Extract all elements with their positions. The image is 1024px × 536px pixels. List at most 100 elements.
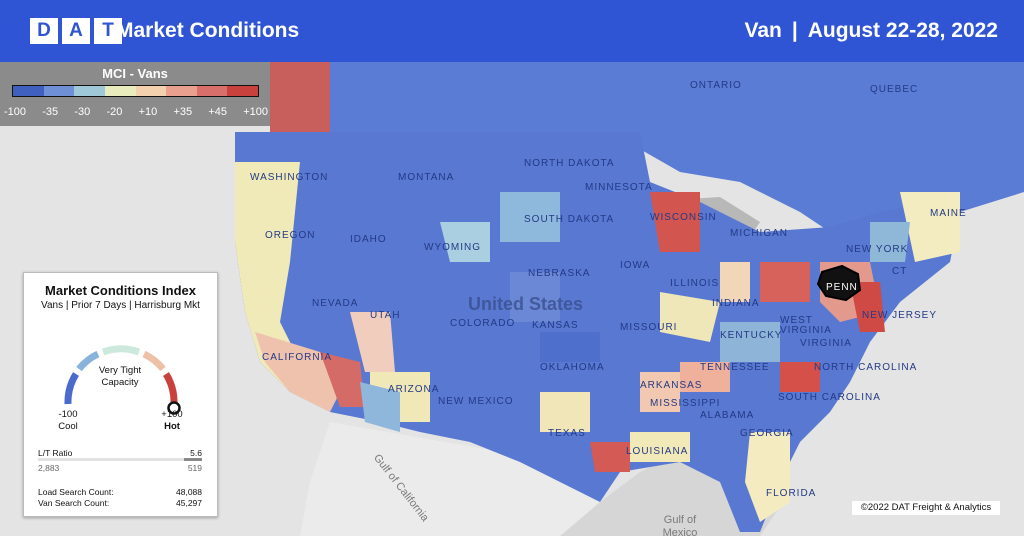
mci-gauge <box>64 345 181 415</box>
inland-empire-region <box>320 352 365 407</box>
phoenix-region <box>360 382 400 432</box>
gauge-max-label: Hot <box>164 421 180 432</box>
gauge-max-value: +100 <box>161 409 183 420</box>
legend-tick: +10 <box>138 106 158 118</box>
equipment-type: Van <box>744 19 782 42</box>
label-quebec: Quebec <box>870 84 919 95</box>
label-south-carolina: South Carolina <box>778 392 881 403</box>
van-search-row: Van Search Count: 45,297 <box>38 498 202 508</box>
legend-tick: -100 <box>4 106 27 118</box>
wyoming-east-region <box>440 222 490 262</box>
bc-hot-region <box>270 62 330 152</box>
legend-color-bar <box>12 85 259 97</box>
map-canvas[interactable] <box>0 62 1024 536</box>
gauge-status-line1: Very Tight <box>98 365 142 376</box>
virginia-west-region <box>720 322 780 362</box>
gauge-status-line2: Capacity <box>101 377 139 388</box>
legend-swatch <box>74 86 105 96</box>
label-west-virginia: West Virginia <box>780 315 832 336</box>
label-georgia: Georgia <box>740 428 794 439</box>
label-arizona: Arizona <box>388 384 440 395</box>
legend-swatch <box>104 86 136 96</box>
panel-title: Market Conditions Index <box>45 283 196 298</box>
lt-ratio-row: L/T Ratio 5.6 <box>38 448 202 458</box>
gauge-segment-neutral <box>101 345 141 356</box>
van-search-value: 45,297 <box>176 498 202 508</box>
legend-tick: -20 <box>106 106 123 118</box>
header-context: Van | August 22-28, 2022 <box>744 17 998 45</box>
label-idaho: Idaho <box>350 234 387 245</box>
gauge-segment-cold <box>76 350 100 372</box>
label-new-mexico: New Mexico <box>438 396 514 407</box>
label-indiana: Indiana <box>712 298 760 309</box>
legend-swatch <box>166 86 197 96</box>
gauge-needle-marker <box>167 401 181 415</box>
label-maine: Maine <box>930 208 967 219</box>
legend-swatch <box>13 86 44 96</box>
mexico-region <box>300 422 600 536</box>
label-south-dakota: South Dakota <box>524 214 615 225</box>
load-search-value: 48,088 <box>176 487 202 497</box>
label-virginia: Virginia <box>800 338 852 349</box>
legend-swatch <box>196 86 228 96</box>
gauge-status: Very Tight Capacity <box>80 365 160 389</box>
label-alabama: Alabama <box>700 410 755 421</box>
panel-subtitle: Vans | Prior 7 Days | Harrisburg Mkt <box>41 300 200 311</box>
label-wisconsin: Wisconsin <box>650 212 717 223</box>
west-coast-region <box>235 162 330 412</box>
label-colorado: Colorado <box>450 318 516 329</box>
copyright-notice: ©2022 DAT Freight & Analytics <box>852 501 1000 515</box>
label-michigan: Michigan <box>730 228 788 239</box>
label-united-states: United States <box>468 294 584 314</box>
label-north-dakota: North Dakota <box>524 158 615 169</box>
harrisburg-market-highlight[interactable] <box>816 264 862 302</box>
gauge-segment-warm <box>142 350 166 372</box>
label-penn: Penn <box>826 282 858 293</box>
oklahoma-region <box>540 332 600 362</box>
label-ct: CT <box>892 266 908 277</box>
legend-tick: -30 <box>74 106 91 118</box>
legend-tick: +100 <box>243 106 268 118</box>
market-conditions-panel: Market Conditions Index Vans | Prior 7 D… <box>23 272 218 517</box>
load-count: 2,883 <box>38 463 60 473</box>
new-york-east-region <box>870 222 910 262</box>
wisconsin-hot-region <box>650 192 700 252</box>
legend-tick: -35 <box>42 106 59 118</box>
lt-ratio-label: L/T Ratio <box>38 448 73 458</box>
legend-tick: +45 <box>208 106 227 118</box>
maine-region <box>900 192 960 262</box>
louisiana-region <box>630 432 690 462</box>
gauge-segment-hot <box>162 372 178 405</box>
arkansas-region <box>640 372 680 412</box>
california-south-region <box>255 332 340 412</box>
florida-region <box>745 432 790 522</box>
logo-letter-t: T <box>94 18 122 44</box>
tennessee-region <box>680 362 730 392</box>
gauge-min-label: Cool <box>58 421 78 432</box>
legend-ticks: -100 -35 -30 -20 +10 +35 +45 +100 <box>4 106 268 118</box>
label-oklahoma: Oklahoma <box>540 362 605 373</box>
label-california: California <box>262 352 333 363</box>
south-dakota-region <box>500 192 560 242</box>
label-wyoming: Wyoming <box>424 242 481 253</box>
label-texas: Texas <box>548 428 586 439</box>
houston-hot-region <box>590 442 630 472</box>
label-nevada: Nevada <box>312 298 359 309</box>
legend-swatch <box>135 86 167 96</box>
illinois-south-region <box>660 292 720 342</box>
lt-ratio-value: 5.6 <box>190 448 202 458</box>
texas-east-region <box>540 392 590 432</box>
legend-swatch <box>43 86 75 96</box>
gauge-segment-cool <box>64 372 80 405</box>
legend-tick: +35 <box>173 106 193 118</box>
dat-logo: D A T <box>30 18 122 44</box>
label-louisiana: Louisiana <box>626 446 689 457</box>
market-map[interactable]: Ontario Quebec Washington Oregon Idaho M… <box>0 62 1024 536</box>
header-bar: D A T Market Conditions Van | August 22-… <box>0 0 1024 62</box>
page-title: Market Conditions <box>116 19 300 42</box>
label-montana: Montana <box>398 172 455 183</box>
gauge-min-value: -100 <box>58 409 78 420</box>
van-search-label: Van Search Count: <box>38 498 110 508</box>
label-utah: Utah <box>370 310 401 321</box>
label-mississippi: Mississippi <box>650 398 721 409</box>
